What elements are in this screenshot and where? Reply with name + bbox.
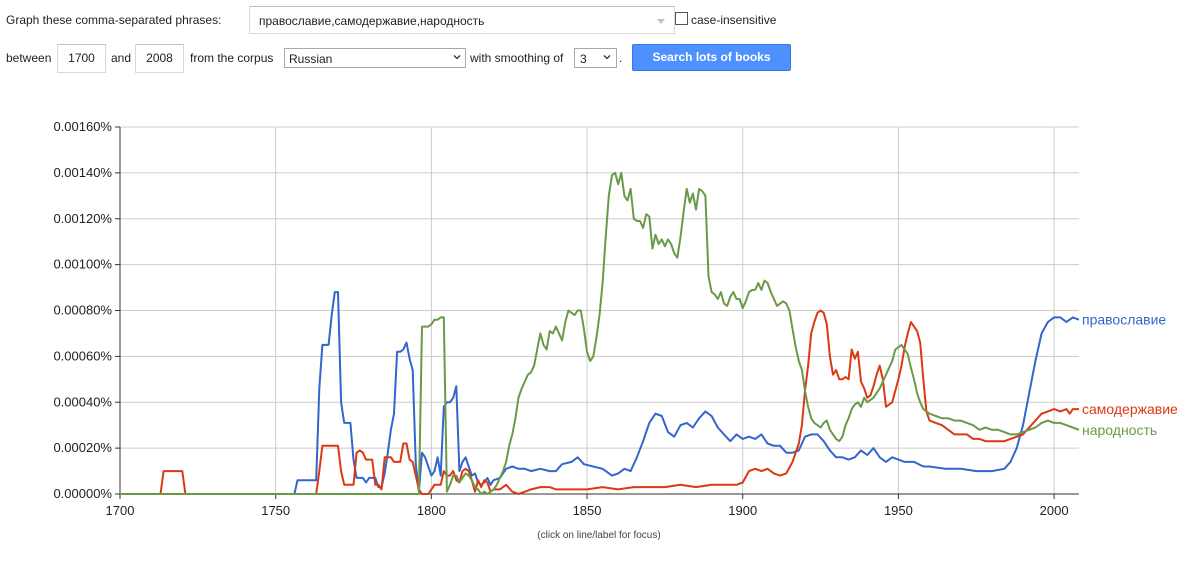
corpus-select[interactable]: Russian bbox=[284, 48, 466, 68]
y-tick-label: 0.00080% bbox=[53, 303, 112, 318]
corpus-select-value: Russian bbox=[289, 52, 333, 66]
x-tick-label: 1700 bbox=[106, 503, 135, 518]
series-label-1[interactable]: самодержавие bbox=[1082, 401, 1178, 417]
query-row: Graph these comma-separated phrases: пра… bbox=[6, 6, 1186, 34]
series-label-2[interactable]: народность bbox=[1082, 422, 1157, 438]
x-tick-label: 1950 bbox=[884, 503, 913, 518]
x-axis-ticks: 1700 1750 1800 1850 1900 1950 2000 bbox=[106, 494, 1069, 518]
corpus-label: from the corpus bbox=[190, 51, 274, 65]
series-line-1[interactable] bbox=[120, 309, 1079, 495]
focus-hint: (click on line/label for focus) bbox=[537, 530, 661, 541]
x-tick-label: 2000 bbox=[1040, 503, 1069, 518]
phrases-input-value: православие,самодержавие,народность bbox=[259, 14, 485, 28]
chart-series[interactable] bbox=[120, 171, 1080, 495]
x-tick-label: 1900 bbox=[728, 503, 757, 518]
series-label-0[interactable]: православие bbox=[1082, 312, 1166, 328]
case-insensitive-checkbox[interactable] bbox=[675, 12, 688, 25]
y-tick-label: 0.00020% bbox=[53, 440, 112, 455]
between-label: between bbox=[6, 51, 52, 65]
graph-phrases-label: Graph these comma-separated phrases: bbox=[6, 13, 222, 27]
series-line-2[interactable] bbox=[120, 171, 1080, 495]
y-tick-label: 0.00140% bbox=[53, 165, 112, 180]
y-axis-ticks: 0.00000% 0.00020% 0.00040% 0.00060% 0.00080%… bbox=[53, 119, 120, 501]
period-text: . bbox=[619, 51, 623, 65]
series-labels[interactable]: православие самодержавие народность bbox=[1082, 312, 1178, 438]
series-line-0[interactable] bbox=[120, 291, 1080, 495]
phrases-input[interactable]: православие,самодержавие,народность bbox=[249, 6, 675, 34]
options-row: between 1700 and 2008 from the corpus Ru… bbox=[6, 44, 1186, 73]
start-year-input[interactable]: 1700 bbox=[57, 44, 106, 73]
smoothing-label: with smoothing of bbox=[470, 51, 564, 65]
y-tick-label: 0.00000% bbox=[53, 486, 112, 501]
ngram-chart: 0.00000% 0.00020% 0.00040% 0.00060% 0.00080%… bbox=[53, 119, 1178, 518]
and-label: and bbox=[111, 51, 132, 65]
search-button[interactable]: Search lots of books bbox=[632, 44, 791, 71]
chevron-down-icon bbox=[603, 55, 611, 60]
smoothing-select[interactable]: 3 bbox=[574, 48, 617, 68]
y-tick-label: 0.00040% bbox=[53, 394, 112, 409]
x-tick-label: 1850 bbox=[573, 503, 602, 518]
y-tick-label: 0.00120% bbox=[53, 211, 112, 226]
y-tick-label: 0.00060% bbox=[53, 348, 112, 363]
dropdown-arrow-icon[interactable] bbox=[657, 19, 665, 24]
y-tick-label: 0.00100% bbox=[53, 257, 112, 272]
end-year-input[interactable]: 2008 bbox=[135, 44, 184, 73]
chevron-down-icon bbox=[453, 55, 461, 60]
y-tick-label: 0.00160% bbox=[53, 119, 112, 134]
smoothing-select-value: 3 bbox=[580, 52, 587, 66]
x-tick-label: 1750 bbox=[261, 503, 290, 518]
case-insensitive-label[interactable]: case-insensitive bbox=[691, 13, 777, 27]
x-tick-label: 1800 bbox=[417, 503, 446, 518]
